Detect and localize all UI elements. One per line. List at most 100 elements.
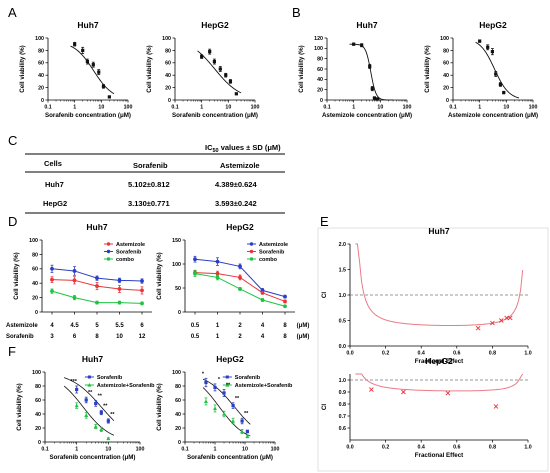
legend-label: combo xyxy=(116,257,135,263)
x-tick-label: 10 xyxy=(225,105,231,111)
y-tick-label: 60 xyxy=(165,61,171,67)
data-point xyxy=(85,59,89,64)
dose-value: 4 xyxy=(261,323,265,329)
significance-stars: ** xyxy=(103,404,108,410)
data-point xyxy=(117,300,122,305)
x-tick-label: 0.1 xyxy=(181,447,188,453)
ci-point xyxy=(445,390,451,396)
data-point xyxy=(283,294,287,299)
y-axis-label: Cell viability (%) xyxy=(424,45,431,92)
data-point xyxy=(376,97,380,101)
x-axis-label: Astemizole concentration (μM) xyxy=(448,112,538,119)
x-tick-label: 0.2 xyxy=(382,351,389,357)
legend-label: Sorafenib xyxy=(97,375,123,381)
y-tick-label: 60 xyxy=(32,267,38,273)
fit-curve xyxy=(202,378,251,425)
table-cell: 4.389±0.624 xyxy=(215,180,257,189)
data-point xyxy=(372,96,377,100)
data-point xyxy=(74,403,79,408)
dose-value: 4 xyxy=(50,323,54,329)
data-point xyxy=(215,271,220,276)
data-point xyxy=(84,398,88,402)
legend-marker xyxy=(106,249,111,254)
legend-marker xyxy=(249,257,254,261)
y-tick-label: 1.0 xyxy=(339,293,346,299)
x-tick-label: 1 xyxy=(478,105,481,111)
y-tick-label: 100 xyxy=(314,46,323,52)
data-point xyxy=(498,82,503,87)
legend-marker xyxy=(106,242,111,246)
y-tick-label: 60 xyxy=(35,398,41,404)
y-axis-label: Cell viability (%) xyxy=(16,383,23,430)
data-point xyxy=(117,287,122,291)
fit-curve xyxy=(197,50,242,94)
data-point xyxy=(260,298,265,302)
chart-title: HepG2 xyxy=(425,356,453,366)
table-col-astemizole: Astemizole xyxy=(220,161,260,170)
y-tick-label: 0.8 xyxy=(339,402,346,408)
y-tick-label: 50 xyxy=(175,286,181,292)
x-tick-label: 10 xyxy=(503,105,509,111)
ci-point xyxy=(369,387,374,392)
y-tick-label: 100 xyxy=(35,36,44,42)
charts-layer: Huh7 0 20 40 60 80 100 0.1 1 10 100 Sorafenib conce… xyxy=(13,20,538,461)
x-axis-label: Sorafenib concentration (μM) xyxy=(45,112,131,119)
data-point xyxy=(218,67,222,71)
data-point xyxy=(99,427,104,431)
significance-stars: * xyxy=(202,371,205,377)
y-tick-label: 20 xyxy=(175,426,181,432)
y-tick-label: 40 xyxy=(317,77,323,83)
panel-label-e: E xyxy=(320,214,329,229)
significance-stars: ** xyxy=(88,390,93,396)
x-tick-label: 0.0 xyxy=(346,351,353,357)
table-header: IC50 values ± SD (μM) xyxy=(205,143,281,154)
y-tick-label: 80 xyxy=(175,384,181,390)
y-axis-label: Cell viability (%) xyxy=(156,383,163,430)
data-point xyxy=(50,277,54,282)
y-tick-label: 20 xyxy=(317,88,323,94)
data-point xyxy=(193,257,197,262)
x-axis-label: Sorafenib concentration (μM) xyxy=(187,454,273,461)
dose-value: 10 xyxy=(116,334,123,340)
legend-label: Sorafenib xyxy=(116,250,142,256)
x-tick-label: 0.0 xyxy=(346,445,353,451)
y-axis-label: CI xyxy=(321,404,328,410)
data-point xyxy=(352,42,356,46)
y-axis-label: Cell viability (%) xyxy=(156,252,163,299)
y-tick-label: 0 xyxy=(320,98,323,104)
y-axis-label: Cell viability (%) xyxy=(146,45,153,92)
dose-value: 1 xyxy=(216,323,220,329)
significance-stars: ** xyxy=(235,396,240,402)
table-row-label: HepG2 xyxy=(43,199,67,208)
dose-value: 0.5 xyxy=(191,323,200,329)
data-point xyxy=(215,275,220,280)
ci-point xyxy=(498,318,504,323)
data-point xyxy=(75,387,79,392)
dose-value: 5 xyxy=(95,323,99,329)
x-tick-label: 1 xyxy=(200,105,203,111)
significance-stars: ** xyxy=(98,394,103,400)
x-axis-label: Fractional Effect xyxy=(415,358,463,365)
data-point xyxy=(370,87,374,91)
significance-stars: * xyxy=(218,377,221,383)
data-point xyxy=(215,259,220,264)
table-cell: 5.102±0.812 xyxy=(128,180,170,189)
dose-value: 6 xyxy=(73,334,77,340)
x-tick-label: 100 xyxy=(251,105,260,111)
x-tick-label: 0.2 xyxy=(382,445,389,451)
x-tick-label: 0.1 xyxy=(449,105,456,111)
data-point xyxy=(212,59,216,64)
data-point xyxy=(213,406,217,410)
y-tick-label: 60 xyxy=(443,61,449,67)
data-point xyxy=(106,419,110,423)
table-row-label: Huh7 xyxy=(45,180,64,189)
x-tick-label: 10 xyxy=(377,105,383,111)
data-point xyxy=(72,295,77,300)
dose-value: 8 xyxy=(283,323,287,329)
y-tick-label: 100 xyxy=(172,262,181,268)
y-tick-label: 120 xyxy=(314,36,323,42)
y-axis-label: CI xyxy=(321,292,328,298)
x-tick-label: 1 xyxy=(352,105,355,111)
data-point xyxy=(95,300,99,305)
